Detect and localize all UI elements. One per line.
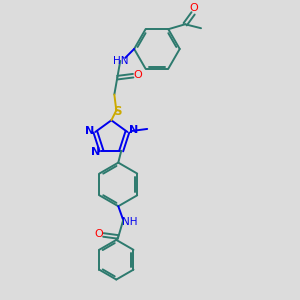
- Text: S: S: [113, 105, 122, 118]
- Text: O: O: [134, 70, 142, 80]
- Text: O: O: [190, 3, 199, 14]
- Text: N: N: [91, 147, 100, 157]
- Text: N: N: [85, 126, 94, 136]
- Text: O: O: [94, 229, 103, 239]
- Text: HN: HN: [112, 56, 128, 66]
- Text: NH: NH: [122, 217, 138, 227]
- Text: N: N: [129, 125, 138, 135]
